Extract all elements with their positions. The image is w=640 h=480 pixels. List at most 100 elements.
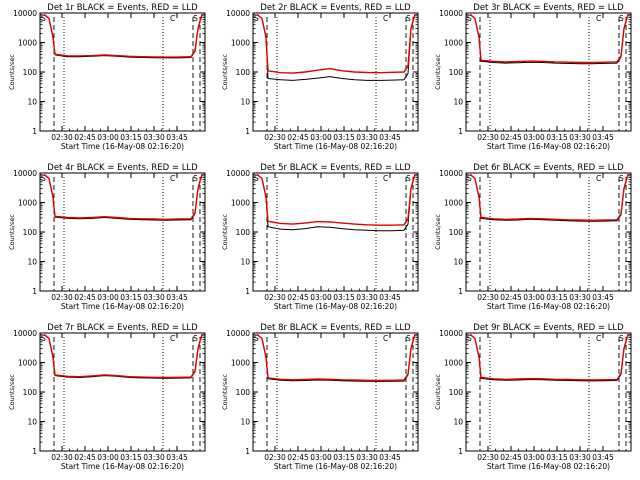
y-tick-label: 100 [449, 68, 464, 77]
y-tick-label: 1000 [231, 39, 250, 48]
events-series-line [43, 173, 203, 221]
lld-series-line [256, 13, 416, 74]
x-axis-title: Start Time (16-May-08 02:16:20) [487, 142, 610, 151]
x-tick-label: 03:15 [120, 133, 142, 142]
y-tick-label: 1 [245, 127, 250, 136]
panel-title: Det 7r BLACK = Events, RED = LLD [47, 323, 198, 333]
x-tick-label: 02:30 [51, 293, 73, 302]
x-tick-label: 03:30 [356, 133, 378, 142]
event-marker-label: S [193, 174, 198, 183]
y-tick-label: 100 [23, 68, 38, 77]
event-marker-label: S [467, 14, 472, 23]
x-tick-label: 03:45 [166, 453, 188, 462]
x-tick-label: 03:30 [569, 133, 591, 142]
x-tick-label: 03:30 [143, 293, 165, 302]
y-tick-label: 10 [240, 258, 250, 267]
x-tick-label: 02:30 [264, 133, 286, 142]
panel-7: Det 7r BLACK = Events, RED = LLD 1 10 100 10… [8, 323, 206, 471]
y-axis-title: Counts/sec [8, 214, 16, 250]
events-series-line [43, 333, 203, 379]
y-axis-title: Counts/sec [8, 54, 16, 90]
panel-3: Det 3r BLACK = Events, RED = LLD 1 10 100 10… [434, 3, 632, 151]
x-tick-label: 02:45 [287, 293, 309, 302]
lld-series-line [256, 333, 416, 382]
x-tick-label: 03:30 [569, 453, 591, 462]
event-marker-label: C [383, 334, 388, 343]
y-tick-label: 1000 [231, 359, 250, 368]
x-tick-label: 03:15 [333, 293, 355, 302]
x-axis-title: Start Time (16-May-08 02:16:20) [61, 142, 184, 151]
y-tick-label: 10000 [439, 9, 463, 18]
x-tick-label: 03:00 [523, 293, 545, 302]
y-axis-title: Counts/sec [434, 54, 442, 90]
event-marker-label: S [406, 334, 411, 343]
x-tick-label: 02:30 [477, 293, 499, 302]
y-tick-label: 10000 [13, 9, 37, 18]
panel-title: Det 9r BLACK = Events, RED = LLD [473, 323, 624, 333]
y-tick-label: 1 [458, 127, 463, 136]
lld-series-line [469, 13, 629, 64]
x-tick-label: 03:30 [143, 133, 165, 142]
panel-title: Det 1r BLACK = Events, RED = LLD [47, 3, 198, 13]
x-tick-label: 03:45 [379, 453, 401, 462]
y-tick-label: 10000 [439, 169, 463, 178]
plot-frame [252, 332, 419, 452]
panel-title: Det 2r BLACK = Events, RED = LLD [260, 3, 411, 13]
y-tick-label: 1 [32, 127, 37, 136]
panel-title: Det 3r BLACK = Events, RED = LLD [473, 3, 624, 13]
x-axis-title: Start Time (16-May-08 02:16:20) [61, 302, 184, 311]
y-tick-label: 10 [240, 418, 250, 427]
panel-2: Det 2r BLACK = Events, RED = LLD 1 10 100 10… [221, 3, 419, 151]
x-tick-label: 03:30 [569, 293, 591, 302]
y-tick-label: 10000 [226, 9, 250, 18]
y-tick-label: 1000 [444, 359, 463, 368]
x-tick-label: 03:00 [97, 453, 119, 462]
y-tick-label: 100 [449, 388, 464, 397]
x-tick-label: 02:45 [74, 453, 96, 462]
x-tick-label: 02:30 [51, 453, 73, 462]
lld-series-line [469, 333, 629, 381]
y-axis-title: Counts/sec [434, 214, 442, 250]
event-marker-label: S [41, 174, 46, 183]
event-marker-label: C [596, 334, 601, 343]
event-marker-label: S [254, 174, 259, 183]
panel-1: Det 1r BLACK = Events, RED = LLD 1 10 100 10… [8, 3, 206, 151]
y-tick-label: 10 [453, 418, 463, 427]
y-tick-label: 10 [27, 98, 37, 107]
y-tick-label: 1000 [444, 39, 463, 48]
panel-title: Det 8r BLACK = Events, RED = LLD [260, 323, 411, 333]
event-marker-label: C [170, 174, 175, 183]
x-tick-label: 03:00 [97, 293, 119, 302]
y-tick-label: 1000 [18, 39, 37, 48]
events-series-line [43, 13, 203, 59]
lld-series-line [43, 13, 203, 58]
y-axis-title: Counts/sec [8, 374, 16, 410]
y-axis-title: Counts/sec [221, 214, 229, 250]
x-tick-label: 02:45 [287, 133, 309, 142]
lld-series-line [43, 333, 203, 379]
panel-4: Det 4r BLACK = Events, RED = LLD 1 10 100 10… [8, 163, 206, 311]
y-tick-label: 10 [453, 258, 463, 267]
y-tick-label: 1 [245, 287, 250, 296]
panel-9: Det 9r BLACK = Events, RED = LLD 1 10 100 10… [434, 323, 632, 471]
x-tick-label: 03:00 [310, 133, 332, 142]
x-tick-label: 03:15 [546, 293, 568, 302]
y-tick-label: 1000 [444, 199, 463, 208]
events-series-line [469, 173, 629, 222]
plot-frame [465, 172, 632, 292]
y-tick-label: 10000 [13, 169, 37, 178]
plot-frame [39, 172, 206, 292]
plot-frame [465, 12, 632, 132]
y-tick-label: 1000 [231, 199, 250, 208]
y-tick-label: 1000 [18, 359, 37, 368]
x-tick-label: 02:45 [500, 133, 522, 142]
y-tick-label: 1 [458, 287, 463, 296]
x-tick-label: 03:00 [523, 133, 545, 142]
y-tick-label: 1 [32, 447, 37, 456]
x-tick-label: 03:45 [379, 293, 401, 302]
y-tick-label: 10 [27, 418, 37, 427]
x-tick-label: 02:45 [74, 293, 96, 302]
x-tick-label: 02:45 [74, 133, 96, 142]
y-tick-label: 100 [236, 388, 251, 397]
